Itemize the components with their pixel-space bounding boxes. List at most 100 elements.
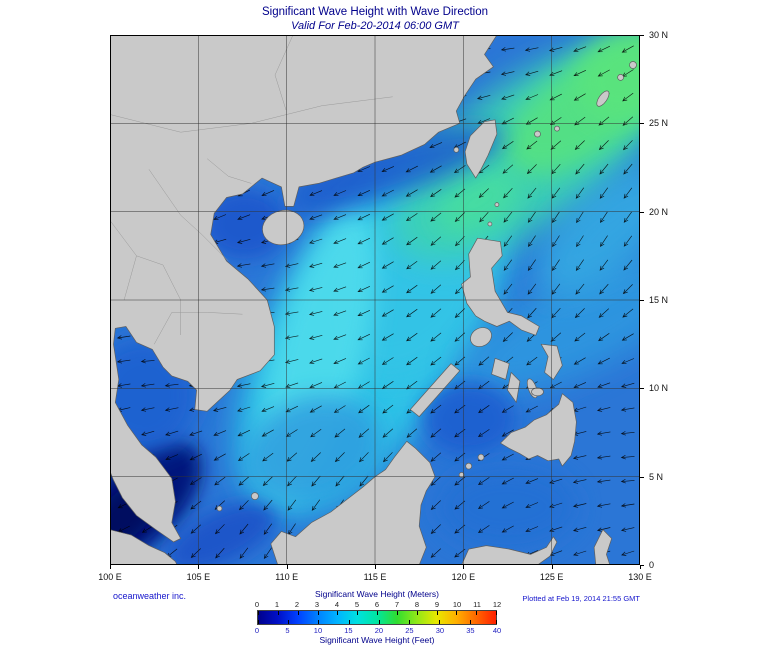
legend-tick-mark [396,611,398,615]
axis-tick [375,565,376,569]
legend-tick-mark [409,620,411,624]
lat-label: 10 N [649,383,669,394]
legend-feet-tick: 30 [435,626,445,635]
grid-lines [110,35,640,565]
land-island [617,74,624,81]
legend-feet-label: Significant Wave Height (Feet) [319,635,435,645]
legend-meters-tick: 2 [294,600,300,609]
legend-meters-tick: 7 [394,600,400,609]
lon-label: 130 E [628,572,652,582]
legend-tick-mark [377,611,378,615]
legend-meters-tick: 5 [354,600,360,609]
legend-tick-mark [348,620,350,624]
land-palawan [409,363,461,417]
axis-tick [640,565,644,566]
legend-tick-mark [317,611,319,615]
legend-tick-mark [378,620,380,624]
legend-feet-tick: 10 [313,626,323,635]
land-island [458,472,465,478]
land-luzon [461,237,540,336]
land-island [453,146,460,153]
axis-tick [551,565,553,569]
land-island [554,125,560,132]
lon-label: 110 E [275,572,299,582]
legend-meters-tick: 6 [374,600,380,609]
axis-tick [640,300,644,301]
lon-label: 120 E [451,572,476,582]
lon-label: 100 E [98,572,122,582]
lat-label: 25 N [649,118,669,129]
legend-feet-tick: 20 [374,626,384,635]
legend-tick-mark [416,611,418,615]
legend-tick-mark [258,620,259,624]
land-sumatra [110,529,178,565]
legend-meters-tick: 10 [452,600,462,609]
lat-label: 20 N [649,206,669,217]
land-sulawesi [461,536,558,565]
legend-feet-tick: 15 [344,626,353,635]
credit-text: oceanweather inc. [113,591,187,601]
plotted-timestamp: Plotted at Feb 19, 2014 21:55 GMT [522,594,640,603]
legend-meters-tick: 0 [254,600,260,609]
legend-tick-mark [469,620,471,624]
legend-meters-tick: 3 [314,600,320,609]
lon-label: 125 E [539,572,564,582]
legend-tick-mark [456,611,458,615]
legend-tick-mark [496,620,497,624]
legend-feet-tick: 40 [492,626,502,635]
legend-tick-mark [496,611,497,615]
axis-tick [640,35,644,36]
legend-tick-mark [277,611,279,615]
legend-meters-tick: 11 [473,600,481,609]
land-mindanao [500,393,577,467]
legend-meters-tick: 8 [414,600,420,609]
land-okinawa [596,90,610,107]
axis-tick [463,565,465,569]
legend-meters-label: Significant Wave Height (Meters) [315,589,439,599]
legend-feet-tick: 5 [285,626,290,635]
land-island [534,130,541,138]
axis-tick [640,211,644,213]
legend-meters-tick: 1 [274,600,280,609]
land-island [629,61,637,69]
legend-tick-mark [297,611,299,615]
lon-label: 115 E [363,572,387,582]
axis-tick [640,476,644,478]
lat-label: 5 N [649,471,664,482]
legend-feet-ticks: 0 5 10 15 20 25 30 35 40 [255,626,501,635]
axis-tick [286,565,288,569]
legend-tick-mark [288,620,290,624]
land-island [477,453,485,461]
legend-tick-mark [439,620,441,624]
lon-label: 105 E [186,572,211,582]
axis-tick [110,565,111,569]
land-mainland-asia [110,35,498,543]
legend-meters-tick: 12 [492,600,502,609]
land-island [494,202,500,207]
legend-tick-mark [337,611,339,615]
axis-tick [640,565,641,569]
valid-time-subtitle: Valid For Feb-20-2014 06:00 GMT [291,20,459,32]
page-title: Significant Wave Height with Wave Direct… [261,6,489,18]
legend-tick-mark [357,611,359,615]
legend-tick-mark [258,611,259,615]
map-frame [110,35,640,565]
land-mindoro [470,327,492,347]
land-borneo [270,440,436,565]
legend-colorbar [257,610,497,625]
legend-tick-mark [318,620,320,624]
lat-label: 0 [649,560,655,570]
land-panay [491,357,510,380]
land-island [251,492,259,500]
legend-feet-tick: 35 [466,626,475,635]
legend-meters-tick: 9 [434,600,440,609]
land-bohol [531,387,544,397]
land-island [216,505,223,512]
land-hainan [262,209,305,246]
legend-feet-tick: 25 [405,626,414,635]
map-canvas [110,35,640,565]
axis-tick [640,123,644,125]
land-island [465,462,473,470]
legend-meters-ticks: 0 1 2 3 4 5 6 7 8 9 10 11 12 [254,600,501,609]
